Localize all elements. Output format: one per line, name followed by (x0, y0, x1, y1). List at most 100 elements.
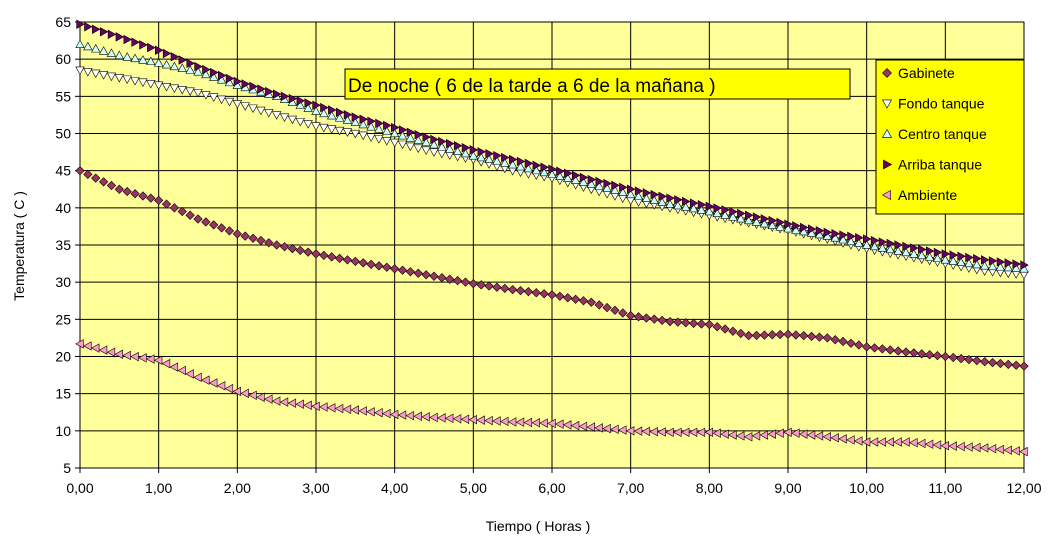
legend-marker (882, 68, 892, 78)
data-point (1003, 262, 1013, 272)
data-point (202, 64, 211, 75)
data-point (515, 417, 525, 427)
data-point (924, 252, 935, 261)
annotation-box: De noche ( 6 de la tarde a 6 de la mañan… (344, 68, 851, 100)
data-point (391, 122, 400, 133)
data-point (1011, 360, 1021, 370)
x-tick-label: 7,00 (617, 480, 644, 496)
data-point (232, 100, 243, 109)
data-point (665, 316, 675, 327)
data-point (885, 244, 895, 254)
data-point (745, 210, 754, 220)
data-point (492, 282, 502, 292)
data-point (154, 195, 164, 206)
data-point (555, 171, 565, 180)
data-point (92, 24, 101, 34)
data-point (319, 250, 329, 261)
data-point (910, 243, 919, 253)
data-point (933, 247, 943, 258)
data-point (783, 427, 792, 438)
data-point (940, 351, 950, 362)
data-point (917, 250, 927, 260)
data-point (587, 174, 597, 185)
data-point (461, 143, 471, 153)
data-point (248, 104, 258, 114)
data-point (831, 228, 841, 239)
data-point (665, 199, 675, 208)
data-point (342, 404, 352, 414)
data-point (429, 412, 438, 423)
data-point (564, 168, 573, 179)
data-point (460, 148, 471, 158)
data-point (972, 356, 982, 366)
data-point (98, 345, 108, 355)
data-point (429, 148, 439, 157)
data-point (460, 414, 470, 424)
data-point (784, 219, 793, 229)
data-point (902, 241, 911, 252)
data-point (539, 418, 548, 428)
data-point (964, 354, 974, 365)
data-point (940, 255, 951, 264)
data-point (806, 331, 817, 342)
data-point (743, 215, 754, 225)
data-point (853, 436, 863, 446)
data-point (925, 246, 935, 256)
legend-label: Fondo tanque (898, 96, 985, 112)
data-point (397, 410, 407, 420)
data-point (240, 231, 250, 241)
data-point (649, 314, 659, 324)
data-point (633, 312, 644, 322)
data-point (445, 274, 455, 284)
data-point (263, 394, 273, 404)
data-point (540, 162, 549, 172)
data-point (901, 347, 911, 357)
data-point (185, 369, 194, 379)
legend-label: Ambiente (898, 187, 957, 203)
data-point (201, 375, 210, 385)
data-point (272, 240, 282, 250)
data-point (249, 81, 258, 92)
annotation-text: De noche ( 6 de la tarde a 6 de la mañan… (348, 76, 716, 97)
data-point (170, 52, 180, 62)
data-point (83, 169, 93, 180)
data-point (84, 22, 93, 32)
data-point (767, 429, 776, 439)
data-point (75, 166, 85, 176)
data-point (956, 353, 966, 364)
data-point (751, 330, 762, 341)
data-point (838, 336, 848, 347)
data-point (649, 427, 658, 437)
data-point (343, 110, 353, 120)
data-point (334, 126, 345, 136)
data-point (507, 159, 518, 169)
data-point (413, 268, 423, 278)
x-tick-label: 5,00 (460, 480, 487, 496)
data-point (90, 343, 100, 353)
data-point (122, 52, 132, 61)
data-point (500, 283, 510, 294)
data-point (98, 46, 109, 55)
data-point (681, 202, 691, 211)
data-point (918, 244, 927, 255)
data-point (145, 354, 155, 364)
data-point (421, 137, 431, 147)
data-point (728, 430, 737, 440)
data-point (571, 170, 581, 181)
data-point (169, 362, 179, 372)
data-point (531, 165, 541, 175)
data-point (547, 418, 556, 429)
data-point (437, 142, 447, 151)
data-point (468, 279, 478, 289)
data-point (91, 69, 101, 79)
data-point (334, 253, 345, 264)
data-point (240, 102, 250, 111)
data-point (208, 378, 218, 388)
data-point (106, 72, 117, 82)
data-point (405, 410, 415, 421)
data-point (130, 189, 140, 199)
data-point (492, 156, 502, 165)
data-point (807, 224, 817, 234)
data-point (209, 220, 219, 230)
data-point (398, 125, 408, 135)
